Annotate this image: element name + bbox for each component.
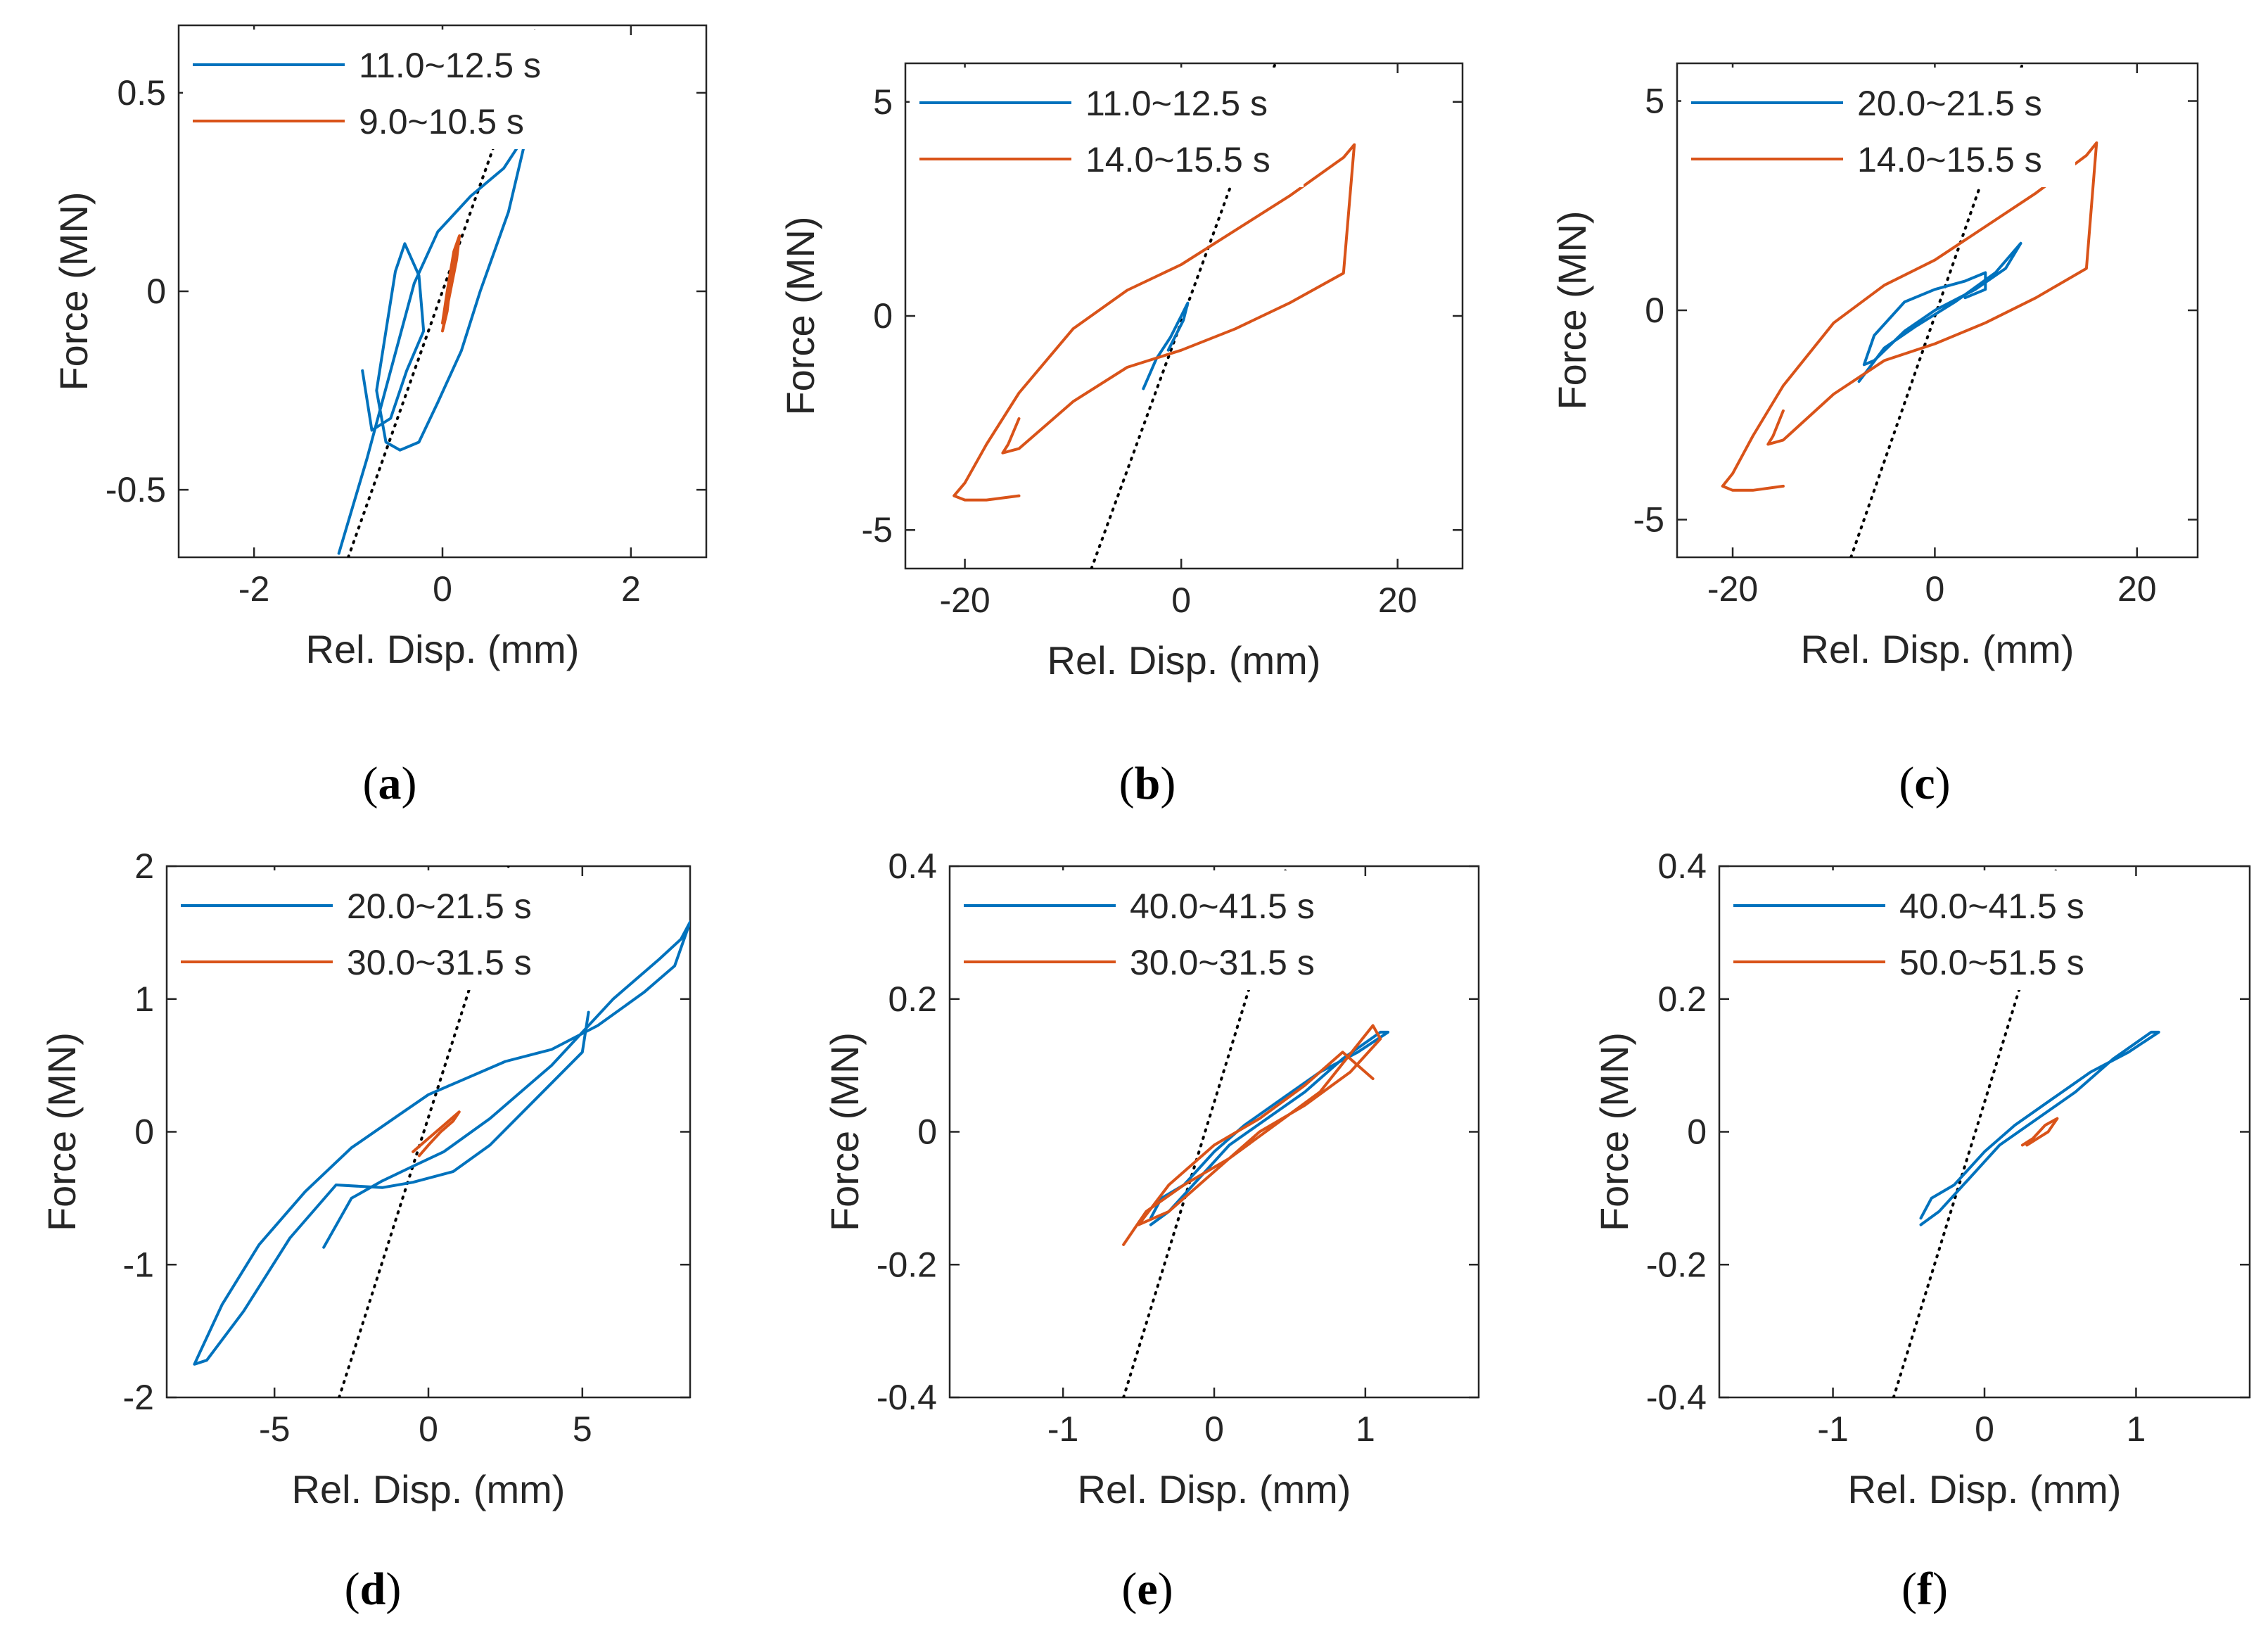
x-tick-label: 1 <box>2127 1409 2146 1449</box>
x-tick-label: -1 <box>1817 1409 1848 1449</box>
y-axis-label: Force (MN) <box>51 191 96 391</box>
x-tick-label: 0 <box>1925 569 1945 609</box>
y-tick-label: -1 <box>123 1245 154 1284</box>
series-line-1 <box>1142 301 1190 391</box>
panel-e: -1 0 1 -0.4 -0.2 0 0.2 0.4 Rel. Disp. (mm) Force … <box>822 846 1480 1615</box>
x-tick-label: 20 <box>2117 569 2157 609</box>
legend <box>954 870 1348 990</box>
y-tick-label: 1 <box>134 979 154 1019</box>
legend <box>910 68 1304 187</box>
y-tick-label: -2 <box>123 1378 154 1417</box>
x-axis-label: Rel. Disp. (mm) <box>306 627 580 671</box>
legend <box>171 870 565 990</box>
y-tick-label: 0 <box>146 272 166 311</box>
x-tick-label: 2 <box>621 569 641 609</box>
y-tick-label: 0 <box>1687 1112 1707 1152</box>
x-tick-label: 20 <box>1378 581 1418 620</box>
x-tick-label: -5 <box>259 1409 290 1449</box>
series-line-1 <box>1919 1030 2160 1226</box>
panel-label: (e) <box>1121 1563 1173 1615</box>
y-tick-label: 0.4 <box>888 846 937 886</box>
x-tick-label: 0 <box>433 569 452 609</box>
legend-label: 30.0~31.5 s <box>347 943 532 982</box>
legend-label: 30.0~31.5 s <box>1130 943 1315 982</box>
legend-label: 20.0~21.5 s <box>1857 84 2042 123</box>
x-tick-label: 0 <box>1171 581 1191 620</box>
panel-b: -20 0 20 -5 0 5 Rel. Disp. (mm) Force (MN) 11.0~… <box>778 62 1464 809</box>
y-tick-label: 0.4 <box>1657 846 1707 886</box>
panel-d: -5 0 5 -2 -1 0 1 2 Rel. Disp. (mm) Force (MN) 20.0… <box>39 846 692 1615</box>
x-axis-label: Rel. Disp. (mm) <box>292 1467 566 1511</box>
x-tick-label: -2 <box>238 569 269 609</box>
legend-label: 14.0~15.5 s <box>1085 140 1270 179</box>
panel-label: (c) <box>1899 758 1950 809</box>
y-axis-label: Force (MN) <box>778 216 822 415</box>
legend-label: 11.0~12.5 s <box>1085 84 1268 123</box>
series-line-1 <box>193 920 690 1366</box>
legend-label: 9.0~10.5 s <box>359 102 524 141</box>
series-line-1 <box>1857 241 2022 383</box>
x-tick-label: -20 <box>939 581 990 620</box>
legend <box>1724 870 2117 990</box>
series-line-2 <box>1122 1024 1382 1246</box>
legend-label: 20.0~21.5 s <box>347 887 532 926</box>
panel-label: (a) <box>363 758 417 809</box>
x-tick-label: 0 <box>419 1409 438 1449</box>
y-tick-label: -0.2 <box>877 1245 937 1284</box>
reference-line <box>347 25 538 557</box>
y-tick-label: -5 <box>862 510 893 550</box>
y-tick-label: 2 <box>134 846 154 886</box>
legend-label: 40.0~41.5 s <box>1130 887 1315 926</box>
panel-label: (f) <box>1901 1563 1948 1615</box>
x-axis-label: Rel. Disp. (mm) <box>1801 627 2075 671</box>
y-tick-label: 0 <box>873 296 893 336</box>
y-axis-label: Force (MN) <box>1592 1032 1636 1231</box>
x-tick-label: 0 <box>1204 1409 1224 1449</box>
panel-a: -2 0 2 -0.5 0 0.5 Rel. Disp. (mm) Force (MN) 11.… <box>51 24 708 809</box>
series-line-2 <box>2020 1117 2059 1147</box>
x-tick-label: -20 <box>1707 569 1758 609</box>
y-tick-label: 0 <box>1645 291 1664 330</box>
y-tick-label: -0.2 <box>1646 1245 1707 1284</box>
y-tick-label: 0 <box>134 1112 154 1152</box>
legend-label: 40.0~41.5 s <box>1899 887 2084 926</box>
panel-c: -20 0 20 -5 0 5 Rel. Disp. (mm) Force (MN) 20.0~… <box>1550 62 2199 809</box>
x-tick-label: 5 <box>573 1409 592 1449</box>
x-tick-label: 1 <box>1356 1409 1375 1449</box>
x-axis-label: Rel. Disp. (mm) <box>1848 1467 2122 1511</box>
y-tick-label: -0.4 <box>1646 1378 1707 1417</box>
x-axis-label: Rel. Disp. (mm) <box>1047 638 1321 683</box>
panel-f: -1 0 1 -0.4 -0.2 0 0.2 0.4 Rel. Disp. (mm) Force … <box>1592 846 2251 1615</box>
y-axis-label: Force (MN) <box>1550 210 1594 410</box>
y-tick-label: -0.4 <box>877 1378 937 1417</box>
legend-label: 50.0~51.5 s <box>1899 943 2084 982</box>
series-line-1 <box>1149 1030 1390 1226</box>
series-line-2 <box>412 1110 461 1157</box>
y-axis-label: Force (MN) <box>39 1032 84 1231</box>
series-line-2 <box>953 143 1356 502</box>
legend <box>1681 68 2075 187</box>
y-tick-label: 0 <box>917 1112 937 1152</box>
series-line-2 <box>441 234 461 333</box>
y-tick-label: 0.2 <box>1657 979 1707 1019</box>
y-tick-label: 0.2 <box>888 979 937 1019</box>
series-line-1 <box>337 131 529 555</box>
y-tick-label: 5 <box>873 82 893 122</box>
panel-label: (b) <box>1119 758 1176 809</box>
x-axis-label: Rel. Disp. (mm) <box>1078 1467 1351 1511</box>
x-tick-label: 0 <box>1975 1409 1994 1449</box>
legend-label: 11.0~12.5 s <box>359 46 541 85</box>
y-axis-label: Force (MN) <box>822 1032 867 1231</box>
y-tick-label: 5 <box>1645 82 1664 121</box>
legend-label: 14.0~15.5 s <box>1857 140 2042 179</box>
y-tick-label: 0.5 <box>117 73 166 113</box>
panel-label: (d) <box>345 1563 402 1615</box>
x-tick-label: -1 <box>1047 1409 1078 1449</box>
legend <box>183 30 577 149</box>
y-tick-label: -0.5 <box>106 470 166 509</box>
y-tick-label: -5 <box>1633 500 1664 539</box>
